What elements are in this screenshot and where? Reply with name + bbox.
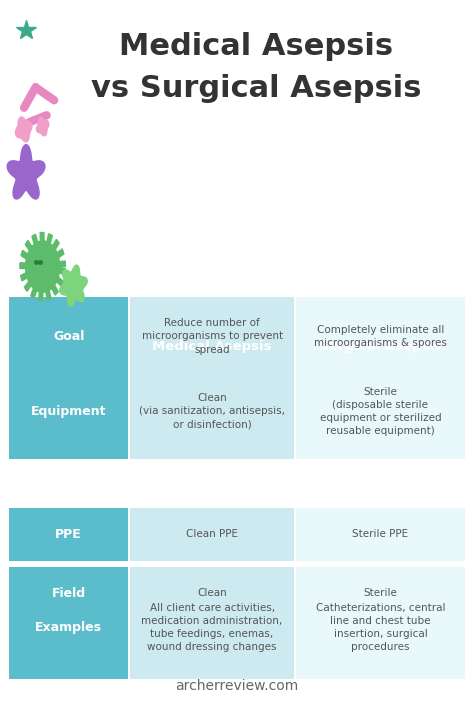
FancyBboxPatch shape bbox=[9, 567, 128, 620]
FancyBboxPatch shape bbox=[130, 576, 294, 679]
FancyBboxPatch shape bbox=[9, 576, 128, 679]
Polygon shape bbox=[20, 232, 65, 301]
Text: Examples: Examples bbox=[35, 621, 102, 634]
Text: Sterile PPE: Sterile PPE bbox=[352, 529, 409, 540]
Text: Surgical Asepsis: Surgical Asepsis bbox=[319, 340, 442, 353]
FancyBboxPatch shape bbox=[9, 363, 128, 459]
FancyBboxPatch shape bbox=[296, 508, 465, 561]
Text: Sterile: Sterile bbox=[364, 588, 397, 599]
Text: All client care activities,
medication administration,
tube feedings, enemas,
wo: All client care activities, medication a… bbox=[142, 603, 283, 652]
Polygon shape bbox=[7, 144, 45, 199]
Text: Clean: Clean bbox=[197, 588, 227, 599]
Text: vs Surgical Asepsis: vs Surgical Asepsis bbox=[91, 75, 421, 103]
FancyBboxPatch shape bbox=[296, 576, 465, 679]
FancyBboxPatch shape bbox=[296, 567, 465, 620]
Text: Goal: Goal bbox=[53, 330, 84, 343]
FancyBboxPatch shape bbox=[9, 297, 128, 375]
Polygon shape bbox=[36, 117, 49, 136]
FancyBboxPatch shape bbox=[9, 508, 128, 561]
FancyBboxPatch shape bbox=[130, 297, 294, 375]
Text: Clean
(via sanitization, antisepsis,
or disinfection): Clean (via sanitization, antisepsis, or … bbox=[139, 393, 285, 429]
Text: PPE: PPE bbox=[55, 528, 82, 541]
Text: Medical Asepsis: Medical Asepsis bbox=[119, 32, 393, 60]
Text: Reduce number of
microorganisms to prevent
spread: Reduce number of microorganisms to preve… bbox=[142, 318, 283, 355]
Polygon shape bbox=[60, 265, 87, 306]
Text: Clean PPE: Clean PPE bbox=[186, 529, 238, 540]
FancyBboxPatch shape bbox=[296, 324, 465, 370]
Text: archerreview.com: archerreview.com bbox=[175, 679, 299, 693]
Text: Catheterizations, central
line and chest tube
insertion, surgical
procedures: Catheterizations, central line and chest… bbox=[316, 603, 445, 652]
FancyBboxPatch shape bbox=[130, 324, 294, 370]
FancyBboxPatch shape bbox=[296, 363, 465, 459]
Text: Medical Asepsis: Medical Asepsis bbox=[152, 340, 272, 353]
FancyBboxPatch shape bbox=[130, 508, 294, 561]
Text: Completely eliminate all
microorganisms & spores: Completely eliminate all microorganisms … bbox=[314, 325, 447, 348]
Text: Sterile
(disposable sterile
equipment or sterilized
reusable equipment): Sterile (disposable sterile equipment or… bbox=[319, 387, 441, 436]
FancyBboxPatch shape bbox=[130, 567, 294, 620]
Text: Equipment: Equipment bbox=[31, 405, 107, 418]
FancyBboxPatch shape bbox=[130, 363, 294, 459]
Polygon shape bbox=[16, 117, 32, 141]
Text: Field: Field bbox=[52, 587, 86, 600]
FancyBboxPatch shape bbox=[296, 297, 465, 375]
